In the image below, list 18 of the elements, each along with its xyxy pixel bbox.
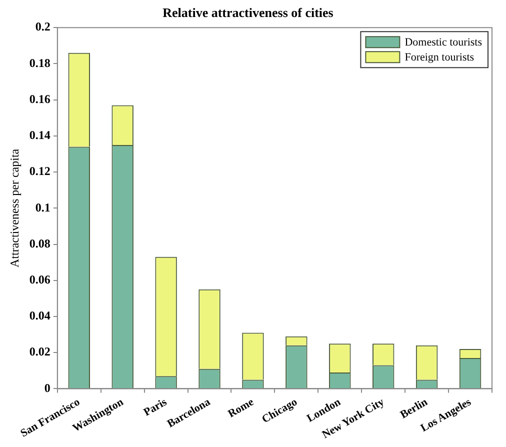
y-tick-label: 0.16: [29, 92, 50, 106]
chart-title: Relative attractiveness of cities: [162, 5, 334, 20]
y-tick-label: 0.02: [29, 344, 50, 359]
x-tick-label: Berlin: [398, 396, 430, 422]
y-axis-title: Attractiveness per capita: [7, 148, 22, 268]
y-tick-label: 0.08: [29, 236, 50, 250]
y-tick-label: 0.04: [29, 308, 50, 323]
y-tick-label: 0.14: [29, 128, 50, 142]
x-tick-label: Rome: [226, 396, 256, 420]
y-tick-label: 0.18: [29, 56, 50, 70]
y-tick-label: 0.2: [35, 20, 50, 34]
legend-label: Domestic tourists: [404, 36, 482, 48]
y-tick-label: 0.12: [29, 164, 50, 178]
legend-label: Foreign tourists: [404, 51, 474, 64]
y-tick-label: 0: [44, 380, 50, 395]
y-tick-label: 0.1: [35, 200, 50, 214]
y-tick-label: 0.06: [29, 272, 50, 286]
x-tick-label: Paris: [142, 396, 170, 419]
